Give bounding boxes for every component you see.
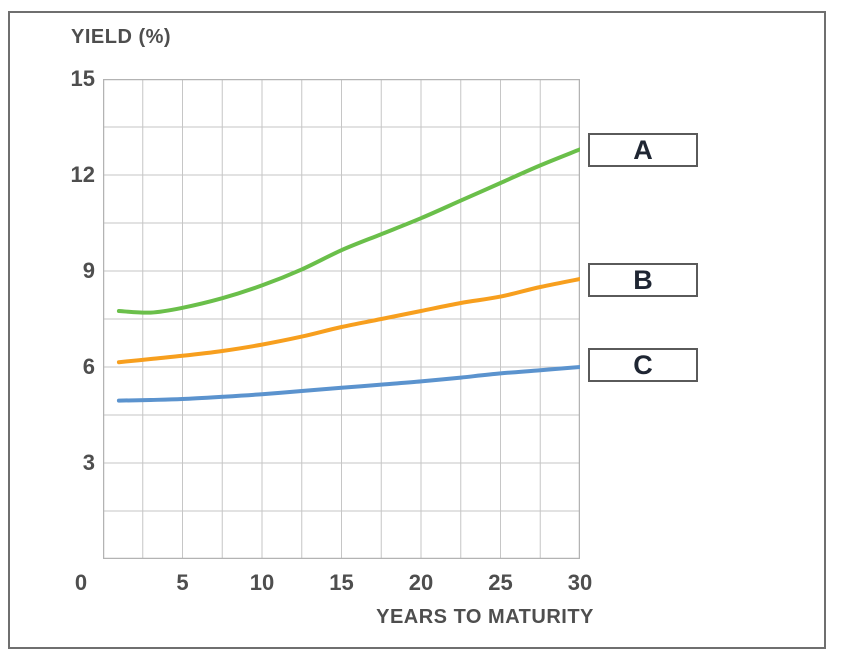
y-tick-label: 6 — [82, 354, 95, 379]
legend-label-b: B — [633, 265, 653, 295]
y-tick-label: 9 — [82, 258, 95, 283]
plot-area — [103, 79, 580, 559]
curve-B — [116, 277, 580, 365]
y-tick-label: 15 — [70, 66, 95, 91]
x-tick-label: 25 — [488, 570, 513, 595]
y-tick-label: 3 — [82, 450, 95, 475]
x-tick-label: 20 — [408, 570, 434, 595]
x-tick-label: 5 — [176, 570, 189, 595]
legend-box-b: B — [588, 263, 698, 297]
x-tick-label: 10 — [249, 570, 275, 595]
x-axis-title: YEARS TO MATURITY — [376, 606, 594, 628]
legend-box-a: A — [588, 133, 698, 167]
x-tick-label: 0 — [74, 570, 88, 595]
plot-border — [103, 79, 580, 559]
legend-label-a: A — [633, 135, 653, 165]
y-tick-label: 12 — [70, 162, 95, 187]
curve-A — [116, 147, 580, 315]
figure-frame — [8, 11, 826, 649]
x-tick-label: 15 — [329, 570, 354, 595]
curve-C — [116, 365, 580, 403]
legend-box-c: C — [588, 348, 698, 382]
x-tick-label: 30 — [567, 570, 593, 595]
legend-label-c: C — [633, 350, 653, 380]
y-axis-title: YIELD (%) — [71, 26, 172, 48]
